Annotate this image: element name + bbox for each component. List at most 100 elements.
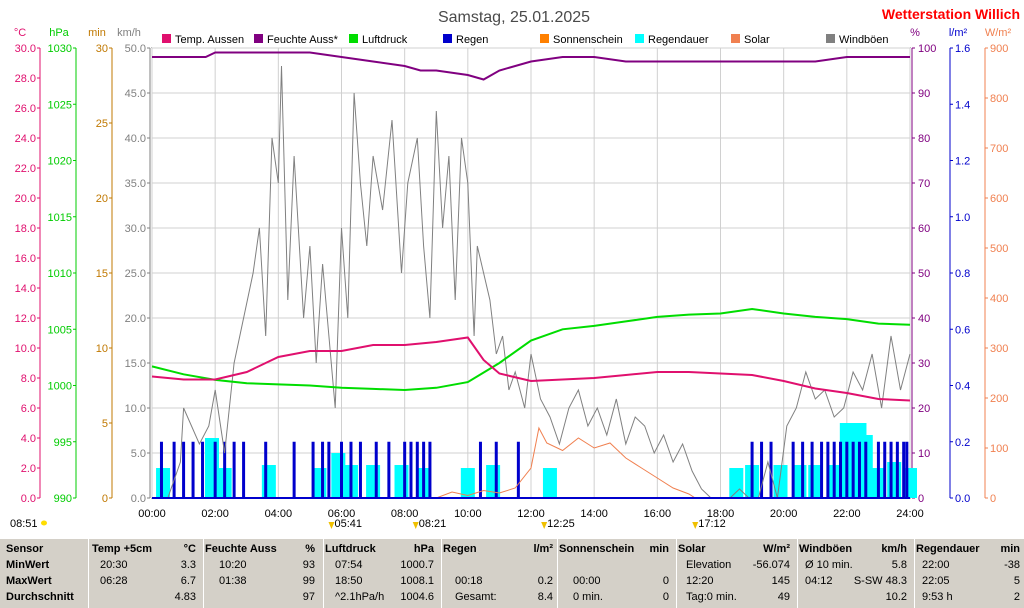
axis-unit-kmh: km/h: [117, 27, 141, 39]
axis-tick-label-temp: 30.0: [15, 43, 36, 55]
stats-time-sunshine: 00:00: [573, 575, 601, 587]
series-line-solar: [152, 426, 910, 499]
stats-header-temp: Temp +5cm: [92, 543, 153, 555]
stats-row: Elevation: [678, 558, 796, 573]
rain-bar: [801, 441, 805, 498]
stats-row: Windböen: [799, 542, 912, 557]
stats-col-sensor: Sensor MinWert MaxWert Durchschnitt: [6, 539, 86, 608]
axis-tick-label-minutes: 15: [96, 268, 108, 280]
stats-row: 0.2: [443, 574, 555, 589]
stats-time-rainduration: 22:05: [922, 575, 950, 587]
stats-unit-solar: W/m²: [763, 543, 790, 555]
axis-tick-label-temp: 16.0: [15, 253, 36, 265]
rain-bar: [851, 441, 855, 498]
axis-tick-label-kmh: 25.0: [125, 268, 146, 280]
axis-tick-label-temp: 22.0: [15, 163, 36, 175]
axis-tick-label-rain: 1.6: [955, 43, 970, 55]
stats-row: 06:28: [92, 574, 202, 589]
rain-bar: [409, 441, 413, 498]
axis-tick-label-kmh: 0.0: [131, 493, 146, 505]
stats-value-solar: 145: [771, 575, 790, 587]
axis-tick-label-kmh: 15.0: [125, 358, 146, 370]
axis-tick-label-temp: 2.0: [21, 463, 36, 475]
stats-row: km/h: [799, 542, 912, 557]
x-tick-label: 00:00: [138, 508, 166, 520]
plot-area: [151, 47, 911, 499]
rain-bar: [883, 441, 887, 498]
axis-tick-label-solar: 200: [990, 393, 1008, 405]
axis-tick-label-rain: 1.2: [955, 156, 970, 168]
axis-tick-label-kmh: 45.0: [125, 88, 146, 100]
axis-tick-label-pressure: 1000: [48, 381, 72, 393]
legend-label-temp: Temp. Aussen: [175, 34, 244, 46]
stats-header-rainduration: Regendauer: [916, 543, 980, 555]
rain-bar: [750, 441, 754, 498]
axis-tick-label-rain: 0.0: [955, 493, 970, 505]
stats-value-temp: 3.3: [180, 559, 196, 571]
marker-sun-icon: [41, 520, 47, 526]
axis-tick-label-humidity: 70: [918, 178, 930, 190]
stats-separator: [914, 539, 915, 608]
stats-value-sunshine: 0: [662, 575, 669, 587]
rainduration-bar: [261, 465, 276, 498]
rain-bar: [760, 441, 764, 498]
axis-tick-label-pressure: 990: [54, 493, 72, 505]
stats-row: Regen: [443, 542, 555, 557]
rain-bar: [358, 441, 362, 498]
stats-row-label: Durchschnitt: [6, 591, 74, 603]
stats-separator: [557, 539, 558, 608]
rainduration-bar: [394, 465, 409, 498]
stats-header-humidity: Feuchte Auss: [205, 543, 277, 555]
axis-unit-temp: °C: [14, 27, 26, 39]
stats-value-solar: 49: [777, 591, 790, 603]
stats-col-temp: Temp +5cm °C 20:30 3.3 06:28 6.7 4.83: [92, 539, 202, 608]
axis-tick-label-humidity: 80: [918, 133, 930, 145]
axis-tick-label-rain: 1.0: [955, 212, 970, 224]
stats-row: 93: [205, 558, 321, 573]
stats-row: 10:20: [205, 558, 321, 573]
rain-bar: [494, 441, 498, 498]
rainduration-bar: [460, 468, 475, 498]
rain-bar: [876, 441, 880, 498]
axis-tick-label-pressure: 1010: [48, 268, 72, 280]
stats-row: min: [559, 542, 674, 557]
stats-row: 07:54: [325, 558, 438, 573]
stats-row-label: MinWert: [6, 559, 50, 571]
stats-header-wind: Windböen: [799, 543, 853, 555]
stats-value-rain: 8.4: [537, 591, 553, 603]
rain-bar: [172, 441, 176, 498]
stats-unit-rain: l/m²: [533, 543, 553, 555]
stats-row: Feuchte Auss: [205, 542, 321, 557]
rain-bar: [374, 441, 378, 498]
stats-row: 1000.7: [325, 558, 438, 573]
statistics-table: Sensor MinWert MaxWert Durchschnitt Temp…: [0, 539, 1024, 608]
axis-tick-label-minutes: 0: [102, 493, 108, 505]
stats-row: [559, 558, 674, 573]
axis-unit-pressure: hPa: [49, 27, 69, 39]
axis-tick-label-solar: 400: [990, 293, 1008, 305]
axis-tick-label-humidity: 30: [918, 358, 930, 370]
x-tick-label: 04:00: [265, 508, 293, 520]
stats-row: l/m²: [443, 542, 555, 557]
stats-header-sunshine: Sonnenschein: [559, 543, 635, 555]
stats-unit-temp: °C: [183, 543, 196, 555]
axis-tick-label-pressure: 1030: [48, 43, 72, 55]
axis-tick-label-humidity: 90: [918, 88, 930, 100]
stats-row: Gesamt:: [443, 590, 555, 605]
rain-bar: [223, 441, 227, 498]
stats-value-pressure: 1008.1: [400, 575, 434, 587]
stats-time-solar: 12:20: [686, 575, 714, 587]
stats-value-humidity: 99: [302, 575, 315, 587]
rain-bar: [340, 441, 343, 498]
stats-time-solar: Elevation: [686, 559, 732, 571]
stats-row: hPa: [325, 542, 438, 557]
legend-label-pressure: Luftdruck: [362, 34, 408, 46]
rain-bar: [327, 441, 331, 498]
x-tick-label: 24:00: [896, 508, 924, 520]
axis-tick-label-solar: 500: [990, 243, 1008, 255]
axis-tick-label-solar: 700: [990, 143, 1008, 155]
rain-bar: [895, 441, 899, 498]
stats-row: 3.3: [92, 558, 202, 573]
marker-label: 05:41: [334, 518, 362, 530]
stats-time-rainduration: 22:00: [922, 559, 950, 571]
